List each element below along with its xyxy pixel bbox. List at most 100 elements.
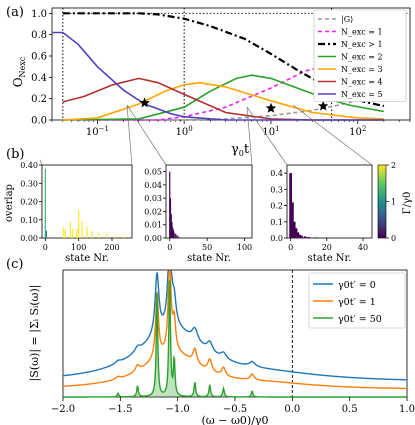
panel-label-c: (c): [6, 257, 23, 272]
panel-b2-ytick-label-2: 0.2: [270, 202, 283, 211]
panel-a-star-2: [318, 100, 329, 111]
panel-b-zoom-line-2: [126, 104, 167, 166]
panel-b0-bar-14: [123, 236, 125, 238]
panel-b0-bar-2: [63, 227, 65, 238]
panel-b-colorbar-label: Γ/γ0: [402, 192, 413, 215]
panel-a-star-0: [139, 97, 150, 108]
panel-c-xtick-label-5: 0.5: [342, 404, 358, 415]
panel-b1-bar-9: [178, 236, 180, 238]
panel-b1-bar-3: [171, 222, 173, 238]
panel-b0-bar-8: [81, 221, 83, 238]
panel-b1-ytick-label-4: 0.04: [144, 181, 162, 190]
panel-b1-bar-7: [175, 234, 177, 238]
panel-b0-ytick-label-3: 0.30: [20, 179, 38, 188]
panel-b2-bar-8: [307, 237, 311, 238]
panel-b0-bar-1: [45, 230, 47, 238]
panel-b1-bar-8: [176, 235, 178, 238]
panel-b-ylabel: overlap: [4, 184, 15, 222]
panel-b2-bar-0: [289, 173, 292, 238]
panel-a-series-4: [62, 81, 384, 121]
panel-label-a: (a): [6, 5, 24, 20]
panel-a-ytick-label-4: 0.8: [31, 30, 47, 41]
panel-b1-xtick-label-2: 100: [237, 243, 252, 252]
panel-b1-bar-5: [172, 230, 175, 238]
panel-b0-ytick-label-1: 0.10: [20, 216, 38, 225]
panel-a-xtick-label-3: 102: [349, 125, 366, 138]
panel-b-zoom-line-3: [246, 106, 253, 166]
panel-b0-xtick-label-1: 100: [71, 243, 86, 252]
panel-b-frame-2: [286, 164, 373, 239]
panel-b2-xtick-label-1: 20: [322, 243, 332, 252]
panel-b0-bar-13: [114, 235, 116, 238]
panel-b0-bar-6: [76, 228, 78, 238]
panel-c-legend-label-1: γ0t′ = 1: [338, 297, 376, 308]
panel-b2-bar-2: [292, 221, 296, 238]
panel-c-ylabel: |S(ω)| = |Σᵢ Sᵢ(ω)|: [28, 285, 42, 382]
panel-a-xtick-label-2: 101: [262, 125, 279, 138]
panel-b-colorbar-tick-label-0: 0: [391, 234, 396, 243]
panel-a-legend-label-5: N_exc = 4: [341, 78, 383, 87]
panel-a-legend-box: [313, 9, 407, 102]
panel-b2-xtick-label-2: 40: [358, 243, 368, 252]
panel-b0-bar-7: [78, 210, 80, 238]
panel-a-ytick-label-0: 0.0: [31, 116, 47, 127]
panel-b0-xtick-label-0: 0: [43, 243, 48, 252]
panel-a-legend-label-1: N_exc = 1: [341, 28, 383, 37]
panel-b1-bar-2: [170, 214, 172, 238]
panel-c-spectrum-chart: −2.0 −1.5 −1.0 −0.5 0.0 0.5 1.0 (ω − ω0)/γ0 |S(ω…: [28, 269, 415, 425]
panel-b1-ytick-label-0: 0.00: [144, 234, 162, 243]
panel-b0-bar-5: [72, 228, 74, 238]
panel-b0-bar-10: [91, 230, 93, 238]
panel-b2-ytick-label-0: 0.0: [270, 234, 283, 243]
panel-a-xlabel: γ0t: [231, 142, 250, 158]
panel-a-legend-label-2: N_exc > 1: [341, 40, 383, 49]
panel-b2-ytick-label-4: 0.4: [270, 169, 283, 178]
panel-a-xtick-label-0: 10−1: [86, 125, 109, 138]
panel-c-xtick-label-1: −1.5: [108, 404, 132, 415]
panel-a-ytick-label-2: 0.4: [31, 73, 47, 84]
panel-b0-bar-0: [44, 168, 46, 238]
panel-b1-ytick-label-3: 0.03: [144, 194, 162, 203]
panel-b-colorbar: [377, 164, 387, 239]
panel-b1-bar-1: [169, 198, 172, 238]
panel-a-ylabel: ONexc: [11, 56, 27, 87]
panel-c-legend-label-2: γ0t′ = 50: [338, 314, 382, 325]
panel-b0-ytick-label-2: 0.20: [20, 198, 38, 207]
panel-c-legend-label-0: γ0t′ = 0: [338, 280, 376, 291]
panel-b0-bar-11: [98, 232, 100, 238]
panel-b-frame-0: [41, 164, 133, 239]
panel-b-zoom-line-0: [39, 159, 43, 166]
panel-a-xtick-label-1: 100: [176, 125, 193, 138]
panel-b-colorbar-tick-label-2: 2: [391, 161, 396, 170]
panel-b1-xtick-label-1: 50: [202, 243, 212, 252]
panel-b1-ytick-label-1: 0.01: [144, 221, 162, 230]
panel-b-colorbar-tick-label-1: 1: [391, 198, 396, 207]
panel-b-zoom-line-5: [292, 104, 373, 166]
panel-b0-xlabel: state Nr.: [65, 253, 109, 264]
panel-b0-ytick-label-0: 0.00: [20, 234, 38, 243]
panel-c-xtick-label-6: 1.0: [399, 404, 415, 415]
panel-c-xlabel: (ω − ω0)/γ0: [201, 414, 268, 425]
panel-b2-bar-4: [296, 232, 300, 238]
panel-a-star-1: [265, 102, 277, 113]
panel-a-ytick-label-5: 1.0: [31, 9, 47, 20]
panel-c-xtick-label-3: −0.5: [223, 404, 247, 415]
panel-a-legend-label-0: |G⟩: [341, 15, 353, 24]
panel-b0-bar-4: [69, 221, 71, 238]
panel-b-frame-1: [165, 164, 253, 239]
panel-c-series-1: [62, 270, 407, 390]
panel-b2-xtick-label-0: 0: [288, 243, 293, 252]
panel-b1-xlabel: state Nr.: [187, 253, 231, 264]
panel-b0-bar-3: [64, 229, 66, 238]
panel-b2-bar-5: [298, 234, 302, 238]
panel-c-xtick-label-2: −1.0: [166, 404, 190, 415]
panel-c-legend-box: [308, 272, 406, 329]
panel-b2-ytick-label-3: 0.3: [270, 185, 283, 194]
panel-b2-bar-3: [294, 228, 298, 238]
panel-b2-ytick-label-1: 0.1: [270, 218, 283, 227]
panel-b2-bar-9: [314, 237, 318, 238]
panel-b2-bar-7: [303, 236, 307, 238]
panel-b1-xtick-label-0: 0: [167, 243, 172, 252]
